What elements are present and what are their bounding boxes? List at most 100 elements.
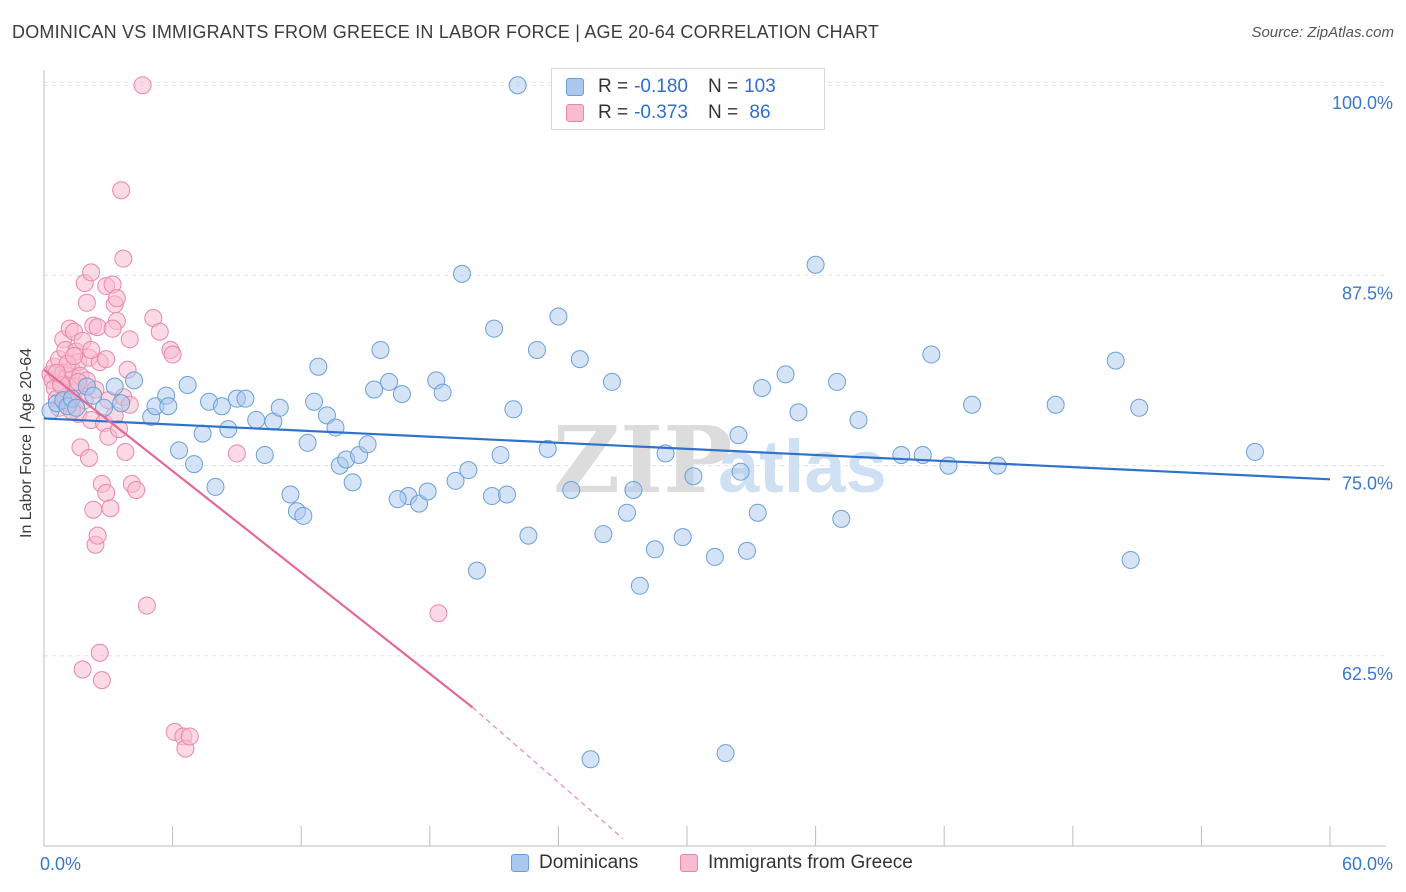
dominicans-point bbox=[1121, 550, 1140, 569]
greece-point bbox=[127, 480, 146, 499]
dominicans-point bbox=[298, 433, 317, 452]
series-dominicans-points bbox=[41, 76, 1264, 769]
dominicans-point bbox=[1046, 395, 1065, 414]
greece-point bbox=[120, 330, 139, 349]
dominicans-point bbox=[1106, 351, 1125, 370]
greece-point bbox=[133, 76, 152, 95]
greece-point bbox=[88, 318, 107, 337]
greece-point bbox=[227, 444, 246, 463]
y-tick-label: 62.5% bbox=[1342, 664, 1393, 684]
dominicans-point bbox=[388, 490, 407, 509]
dominicans-point bbox=[206, 477, 225, 496]
dominicans-point bbox=[562, 480, 581, 499]
dominicans-point bbox=[281, 485, 300, 504]
legend-item-dominicans: Dominicans bbox=[511, 852, 638, 874]
greece-point bbox=[88, 526, 107, 545]
dominicans-point bbox=[212, 397, 231, 416]
dominicans-trend-line bbox=[43, 417, 1331, 481]
dominicans-point bbox=[729, 426, 748, 445]
dominicans-point bbox=[485, 319, 504, 338]
dominicans-point bbox=[410, 494, 429, 513]
greece-point bbox=[77, 293, 96, 312]
dominicans-swatch bbox=[566, 78, 584, 96]
dominicans-point bbox=[392, 385, 411, 404]
dominicans-point bbox=[716, 744, 735, 763]
greece-point bbox=[82, 340, 101, 359]
dominicans-point bbox=[309, 357, 328, 376]
trend-lines bbox=[43, 368, 1331, 839]
dominicans-r-value: -0.180 bbox=[634, 76, 688, 97]
greece-point bbox=[97, 350, 116, 369]
series-legend: Dominicans Immigrants from Greece bbox=[0, 852, 1406, 878]
dominicans-point bbox=[125, 371, 144, 390]
watermark: ZIP atlas bbox=[553, 406, 887, 514]
dominicans-point bbox=[939, 456, 958, 475]
dominicans-point bbox=[504, 400, 523, 419]
dominicans-point bbox=[358, 435, 377, 454]
dominicans-point bbox=[343, 473, 362, 492]
dominicans-point bbox=[418, 482, 437, 501]
source-credit: Source: ZipAtlas.com bbox=[1251, 24, 1394, 41]
dominicans-point bbox=[170, 441, 189, 460]
dominicans-point bbox=[380, 372, 399, 391]
greece-point bbox=[90, 643, 109, 662]
dominicans-point bbox=[527, 340, 546, 359]
dominicans-point bbox=[317, 406, 336, 425]
greece-trend-extension bbox=[472, 707, 624, 839]
dominicans-point bbox=[159, 397, 178, 416]
dominicans-point bbox=[112, 394, 131, 413]
dominicans-point bbox=[549, 307, 568, 326]
dominicans-point bbox=[776, 365, 795, 384]
dominicans-point bbox=[255, 445, 274, 464]
greece-point bbox=[73, 660, 92, 679]
dominicans-point bbox=[673, 528, 692, 547]
greece-point bbox=[114, 249, 133, 268]
dominicans-point bbox=[105, 377, 124, 396]
greece-point bbox=[103, 319, 122, 338]
dominicans-point bbox=[270, 398, 289, 417]
dominicans-point bbox=[748, 503, 767, 522]
stats-row-greece: R = -0.373 N = 86 bbox=[566, 101, 771, 125]
greece-point bbox=[107, 289, 126, 308]
greece-point bbox=[92, 671, 111, 690]
dominicans-point bbox=[738, 541, 757, 560]
dominicans-point bbox=[828, 372, 847, 391]
y-tick-label: 75.0% bbox=[1342, 474, 1393, 494]
greece-point bbox=[137, 596, 156, 615]
dominicans-point bbox=[491, 445, 510, 464]
axes bbox=[43, 70, 1386, 847]
dominicans-point bbox=[365, 380, 384, 399]
dominicans-point bbox=[294, 506, 313, 525]
greece-trend-line bbox=[43, 368, 474, 709]
legend-dominicans-swatch bbox=[511, 854, 529, 872]
x-tick-label: 0.0% bbox=[40, 854, 81, 874]
greece-point bbox=[80, 449, 99, 467]
dominicans-point bbox=[617, 503, 636, 522]
dominicans-point bbox=[922, 345, 941, 364]
dominicans-point bbox=[236, 389, 255, 408]
dominicans-point bbox=[731, 462, 750, 481]
dominicans-point bbox=[538, 439, 557, 458]
dominicans-point bbox=[789, 403, 808, 422]
greece-point bbox=[163, 345, 182, 364]
greece-point bbox=[429, 604, 448, 623]
dominicans-point bbox=[570, 350, 589, 369]
dominicans-point bbox=[467, 561, 486, 580]
legend-greece-swatch bbox=[680, 854, 698, 872]
greece-r-value: -0.373 bbox=[634, 102, 688, 123]
greece-n-value: 86 bbox=[744, 102, 771, 123]
dominicans-point bbox=[247, 410, 266, 429]
dominicans-point bbox=[433, 383, 452, 402]
dominicans-point bbox=[459, 461, 478, 480]
stats-legend: R = -0.180 N = 103 R = -0.373 N = 86 bbox=[551, 68, 825, 130]
dominicans-point bbox=[892, 445, 911, 464]
dominicans-point bbox=[178, 375, 197, 394]
dominicans-point bbox=[630, 576, 649, 595]
dominicans-point bbox=[446, 471, 465, 490]
dominicans-point bbox=[482, 487, 501, 506]
greece-swatch bbox=[566, 104, 584, 122]
dominicans-point bbox=[67, 398, 86, 417]
dominicans-n-value: 103 bbox=[744, 76, 776, 97]
dominicans-point bbox=[452, 264, 471, 283]
